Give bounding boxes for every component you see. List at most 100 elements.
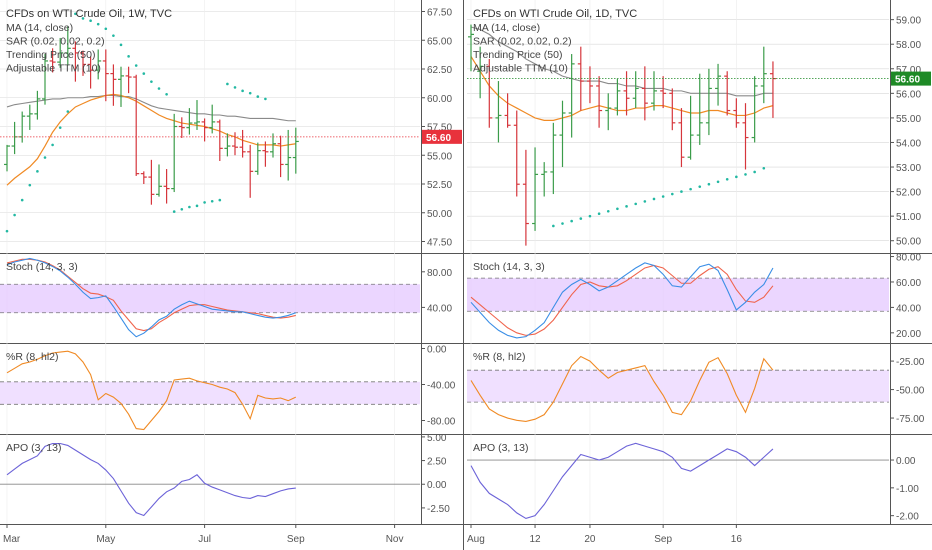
candle: [651, 71, 657, 111]
y-tick-label: -80.00: [427, 417, 456, 428]
x-tick-label: Sep: [654, 534, 672, 545]
sar-dot: [180, 208, 184, 211]
candle: [596, 76, 603, 128]
sar-dot: [762, 166, 766, 170]
candle: [224, 133, 231, 157]
y-tick-label: 80.00: [896, 253, 921, 264]
sar-dot: [561, 222, 564, 225]
candle: [254, 142, 261, 175]
apo-label: APO (3, 13): [473, 442, 528, 454]
indicator-label: Trending Price (50): [6, 49, 95, 61]
x-tick-label: May: [96, 534, 115, 545]
stoch-d-line: [470, 264, 774, 336]
sar-dot: [689, 187, 692, 191]
sar-dot: [142, 72, 146, 75]
y-tick-label: 47.50: [427, 238, 452, 249]
y-tick-label: 51.00: [896, 212, 921, 223]
candle: [163, 169, 170, 204]
y-tick-label: 0.00: [427, 480, 447, 491]
sar-dot: [157, 87, 161, 90]
y-tick-label: 57.00: [896, 65, 921, 76]
y-tick-label: 65.00: [427, 36, 452, 47]
indicator-label: SAR (0.02, 0.02, 0.2): [6, 36, 105, 48]
candle: [477, 46, 484, 99]
candle: [57, 37, 64, 68]
sar-dot: [104, 27, 108, 31]
sar-dot: [570, 219, 573, 223]
y-tick-label: 60.00: [896, 278, 921, 289]
y-tick-label: 55.00: [896, 114, 921, 125]
sar-dot: [127, 55, 130, 58]
sar-dot: [36, 170, 39, 173]
x-tick-label: Sep: [287, 534, 305, 545]
sar-dot: [643, 200, 647, 203]
x-tick-label: 20: [584, 534, 596, 545]
apo-line: [470, 442, 774, 520]
y-tick-label: 60.00: [427, 94, 452, 105]
candle: [724, 71, 731, 116]
candle: [140, 171, 147, 184]
indicator-label: MA (14, close): [473, 22, 540, 34]
candle: [232, 132, 238, 156]
x-tick-label: Jul: [198, 534, 211, 545]
sar-dot: [248, 91, 252, 95]
candle: [632, 71, 639, 109]
ma-line: [6, 94, 296, 122]
candle: [541, 162, 548, 197]
last-price-label: 56.60: [895, 75, 920, 86]
sar-dot: [661, 195, 665, 198]
candle: [64, 26, 71, 66]
candle: [49, 48, 56, 73]
sar-dot: [43, 156, 47, 159]
candle: [209, 104, 216, 134]
candle: [513, 110, 520, 197]
candle: [669, 88, 676, 131]
candle: [125, 66, 132, 94]
apo-line: [6, 442, 296, 517]
candle: [19, 111, 26, 143]
candle: [522, 149, 529, 246]
candle: [171, 113, 178, 193]
candle: [270, 133, 276, 158]
sar-dot: [680, 190, 683, 193]
sar-dot: [5, 229, 9, 233]
sar-dot: [725, 178, 729, 181]
y-tick-label: 53.00: [896, 163, 921, 174]
sar-dot: [89, 19, 92, 23]
y-tick-label: -50.00: [896, 386, 925, 397]
candle: [751, 76, 758, 143]
sar-dot: [66, 110, 70, 113]
candle: [285, 129, 292, 181]
candle: [80, 50, 86, 76]
x-tick-label: 12: [529, 534, 541, 545]
candle: [110, 64, 117, 106]
sar-dot: [218, 198, 222, 202]
sar-dot: [256, 95, 260, 98]
sar-dot: [264, 97, 267, 101]
y-tick-label: 0.00: [896, 456, 916, 467]
y-tick-label: 40.00: [896, 303, 921, 314]
candle: [42, 54, 48, 105]
candle: [568, 54, 575, 138]
y-tick-label: 2.50: [427, 457, 447, 468]
sar-dot: [81, 17, 85, 20]
candle: [733, 98, 740, 128]
wpr-label: %R (8, hl2): [473, 351, 526, 363]
candle: [247, 144, 254, 198]
x-tick-label: Nov: [386, 534, 404, 545]
candle: [641, 66, 648, 121]
candle: [468, 24, 474, 72]
sar-dot: [597, 212, 601, 215]
sar-dot: [735, 175, 738, 179]
y-tick-label: -2.50: [427, 504, 450, 515]
candle: [696, 73, 703, 145]
sar-dot: [210, 199, 214, 203]
sar-dot: [233, 86, 237, 89]
candle: [26, 104, 33, 130]
indicator-label: SAR (0.02, 0.02, 0.2): [473, 36, 572, 48]
sar-dot: [150, 80, 153, 83]
sar-dot: [625, 205, 628, 208]
candle: [201, 118, 208, 142]
sar-dot: [188, 205, 191, 209]
